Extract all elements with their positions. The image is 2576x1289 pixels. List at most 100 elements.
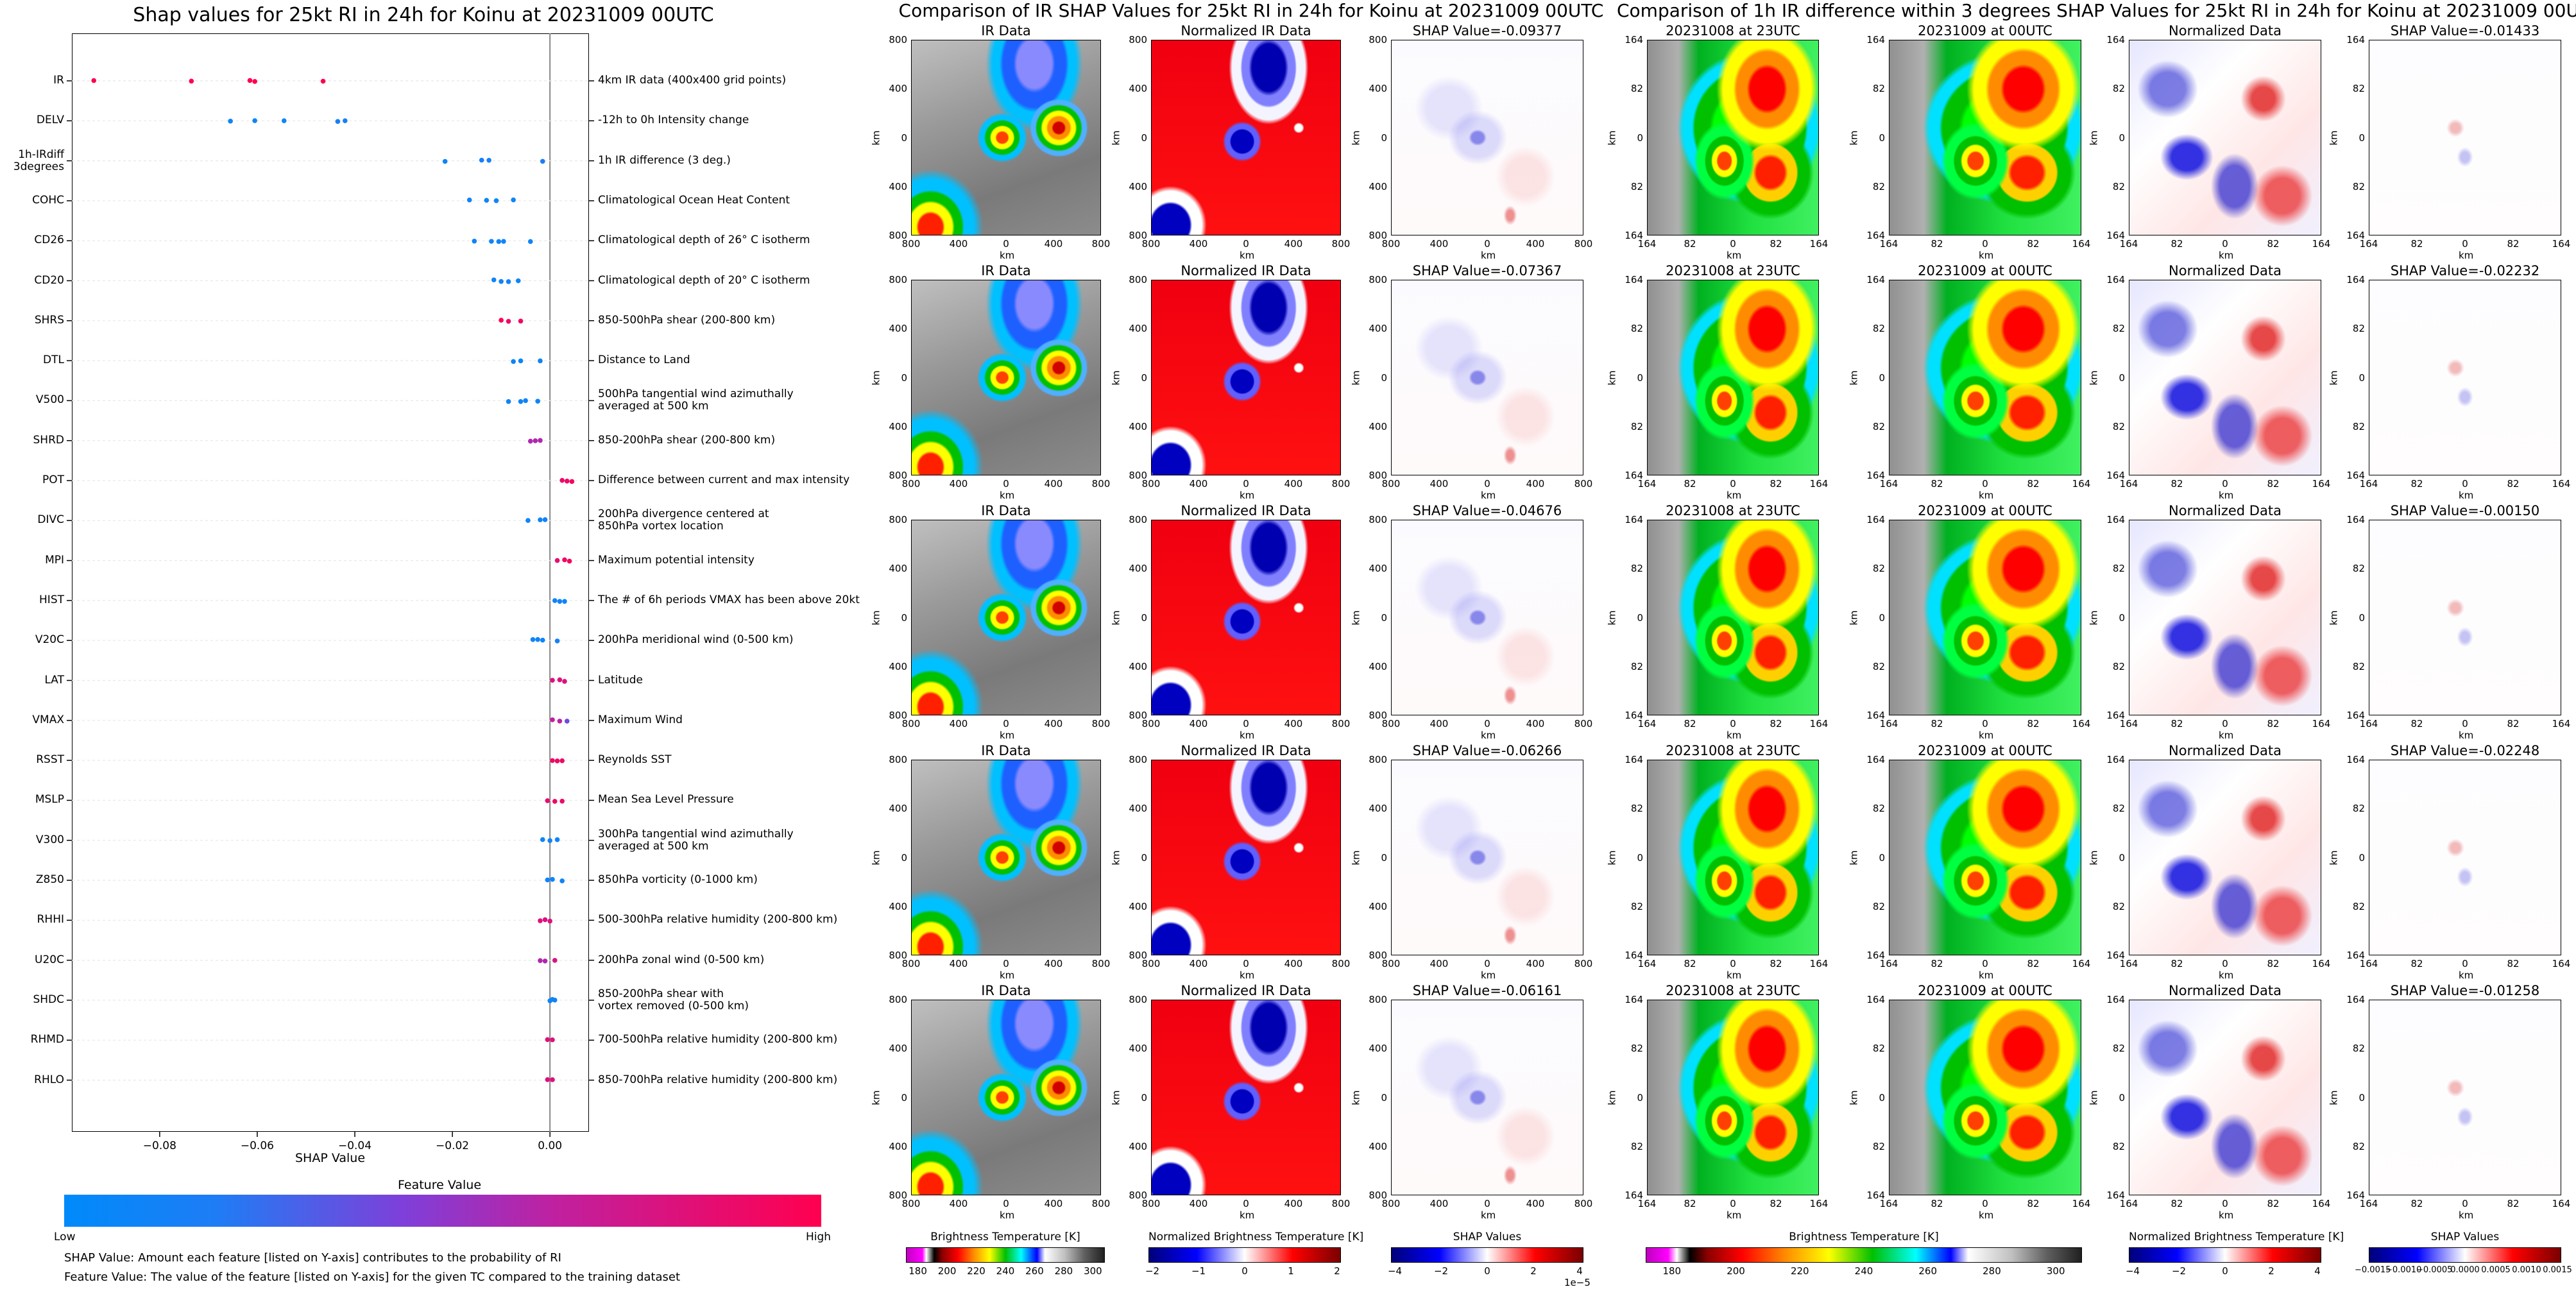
colorbar-tick: −1 (1181, 1265, 1216, 1277)
feature-label-16: VMAX (0, 714, 64, 726)
colorbar-tick: 260 (1910, 1265, 1946, 1277)
colorbar-tick: 2 (1515, 1265, 1551, 1277)
y-axis-label: km (871, 1090, 882, 1105)
x-tick-label: −0.04 (336, 1140, 374, 1152)
ir-shap-map-row0 (1391, 40, 1583, 235)
shap-point (484, 198, 490, 203)
diff-shap-map-row2 (2369, 520, 2561, 715)
x-tick-label: 0 (1234, 1198, 1258, 1209)
y-tick-label: 82 (1619, 421, 1643, 432)
x-axis-label: km (1240, 730, 1254, 741)
feature-label-13: HIST (0, 594, 64, 606)
y-axis-label: km (1848, 850, 1860, 865)
x-tick-label: 82 (2405, 238, 2428, 250)
y-tick-label: 82 (1619, 83, 1643, 94)
normalized-ir-data-row3 (1151, 760, 1341, 955)
feature-desc-11: 200hPa divergence centered at 850hPa vor… (598, 508, 769, 533)
x-tick-label: 400 (1282, 718, 1305, 730)
shap-point (511, 198, 516, 203)
colorbar-label-4: Normalized Brightness Temperature [K] (2129, 1231, 2321, 1243)
feature-label-24: RHMD (0, 1034, 64, 1046)
colorbar-tick: −2 (1423, 1265, 1459, 1277)
x-axis-label: km (1000, 250, 1014, 261)
ir-data-row0 (911, 40, 1101, 235)
ir-data-title: IR Data (911, 983, 1101, 998)
diff-shap-map-row0 (2369, 40, 2561, 235)
colorbar-tick: 200 (1718, 1265, 1754, 1277)
x-tick-label: 164 (1877, 1198, 1900, 1209)
y-axis-label: km (1607, 370, 1618, 385)
shap-point (467, 198, 472, 203)
x-tick-label: 400 (1187, 718, 1210, 730)
x-tick-label: 164 (2550, 958, 2573, 969)
x-tick-label: 82 (2022, 718, 2045, 730)
y-tick-label: 82 (2101, 1043, 2125, 1054)
shap-point (252, 79, 257, 84)
x-tick-label: 82 (2405, 1198, 2428, 1209)
shap-point (558, 599, 563, 604)
x-tick-label: 164 (2550, 478, 2573, 490)
feature-desc-17: Reynolds SST (598, 754, 671, 766)
y-tick-label: 164 (2101, 274, 2125, 286)
x-tick-label: 164 (1877, 718, 1900, 730)
y-tick-label: 400 (883, 1141, 907, 1152)
shap-point (552, 799, 558, 804)
x-axis-label: km (1481, 490, 1496, 501)
x-axis-label: km (1979, 969, 1993, 981)
x-tick-label: 82 (2022, 1198, 2045, 1209)
ir-2023100823-title: 20231008 at 23UTC (1647, 23, 1819, 38)
y-axis-label: km (871, 370, 882, 385)
shap-point (543, 918, 548, 923)
x-tick-label: 0 (1234, 238, 1258, 250)
feature-label-21: RHHI (0, 914, 64, 926)
x-tick-label: 0 (1721, 958, 1744, 969)
x-tick-label: 82 (2262, 718, 2285, 730)
ir-2023100900-row3 (1889, 760, 2081, 955)
y-tick-label: 82 (1619, 661, 1643, 672)
shap-point (562, 599, 567, 604)
feature-desc-15: Latitude (598, 674, 643, 687)
x-tick-label: 400 (1428, 478, 1451, 490)
y-tick-label: 164 (2341, 514, 2365, 525)
shap-point (550, 877, 555, 882)
y-tick-label: 82 (2341, 181, 2365, 192)
x-tick-label: 800 (900, 478, 923, 490)
x-tick-label: 82 (2262, 238, 2285, 250)
y-axis-label: km (2328, 370, 2340, 385)
y-tick-label: 164 (2341, 274, 2365, 286)
x-tick-label: 0 (1476, 478, 1499, 490)
x-tick-label: 400 (1428, 1198, 1451, 1209)
x-tick-label: 164 (1807, 1198, 1830, 1209)
colorbar-tick: 0.0015 (2539, 1265, 2575, 1275)
x-tick-label: 0 (1234, 478, 1258, 490)
y-axis-label: km (1351, 130, 1362, 145)
y-tick-label: 400 (1123, 1043, 1147, 1054)
y-axis-label: km (2328, 610, 2340, 625)
x-tick-label: 82 (2165, 718, 2188, 730)
shap-point (558, 719, 563, 724)
colorbar-title: Feature Value (398, 1178, 481, 1192)
y-tick-label: 164 (1619, 514, 1643, 525)
feature-label-23: SHDC (0, 994, 64, 1006)
normalized-diff-data-row2 (2129, 520, 2321, 715)
x-axis-label: km (1727, 730, 1741, 741)
x-tick-label: 82 (2022, 238, 2045, 250)
ir-2023100900-title: 20231009 at 00UTC (1889, 983, 2081, 998)
y-tick-label: 82 (1619, 563, 1643, 574)
shap-point (506, 279, 511, 284)
y-axis-label: km (2088, 370, 2100, 385)
colorbar-tick: 240 (1846, 1265, 1882, 1277)
y-tick-label: 82 (2101, 661, 2125, 672)
x-axis-label: km (1979, 1209, 1993, 1221)
x-axis-label: km (1979, 730, 1993, 741)
y-tick-label: 164 (1619, 274, 1643, 286)
x-tick-label: 800 (1089, 238, 1113, 250)
x-tick-label: 82 (1678, 478, 1702, 490)
colorbar-tick: 280 (1974, 1265, 2009, 1277)
x-tick-label: 82 (1925, 718, 1949, 730)
x-tick-label: 400 (1042, 478, 1065, 490)
shap-point (550, 758, 555, 764)
x-tick-label: 82 (1925, 1198, 1949, 1209)
x-tick-label: 82 (2262, 478, 2285, 490)
y-tick-label: 800 (1363, 34, 1387, 46)
